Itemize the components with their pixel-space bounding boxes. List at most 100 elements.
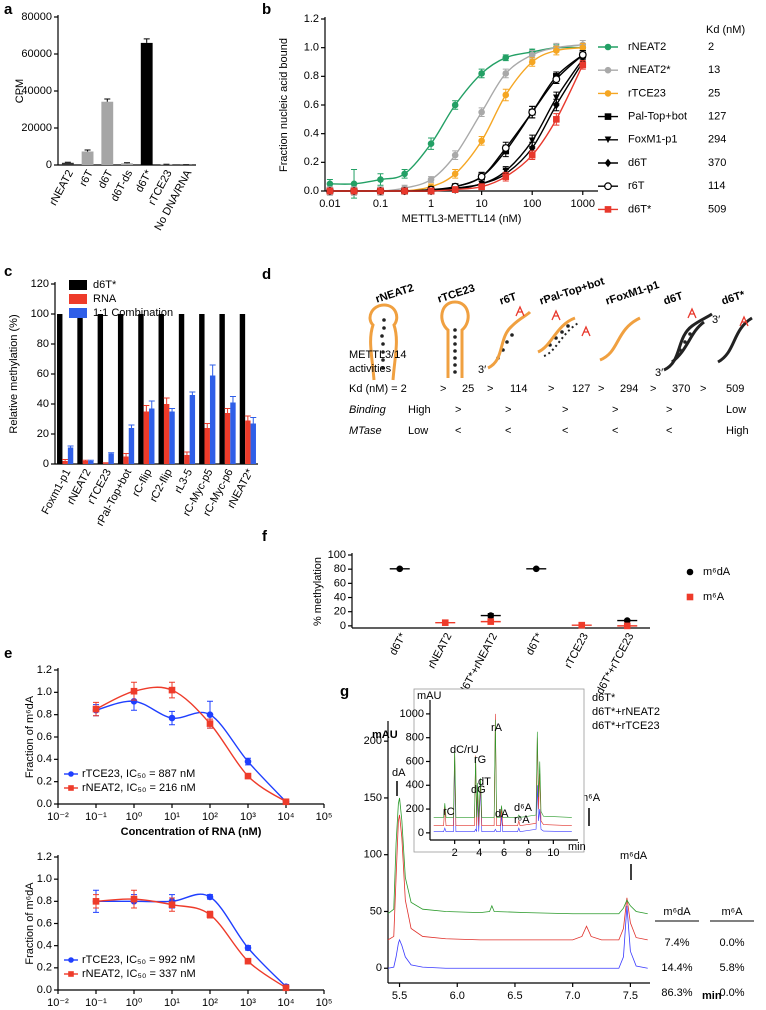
bar [209, 375, 216, 464]
bar [149, 408, 155, 464]
legend-swatch [69, 294, 87, 304]
marker [206, 911, 214, 918]
error-bar [108, 452, 115, 454]
diagram-cell: 294 [620, 383, 638, 395]
panel-letter: a [4, 1, 13, 18]
panel-letter: g [340, 683, 349, 700]
legend-label: rNEAT2 [628, 41, 666, 53]
x-tick-label: 10⁻¹ [85, 997, 107, 1009]
y-axis-label: Relative methylation (%) [8, 314, 20, 433]
legend-swatch [69, 280, 87, 290]
inset-peak-label: r⁶A [514, 814, 530, 826]
x-tick-label: 10³ [240, 811, 256, 823]
legend-label: d6T [628, 157, 647, 169]
marker [604, 113, 612, 120]
bar [184, 455, 190, 464]
legend-label: 1:1 Combination [93, 307, 173, 319]
inset-peak-label: dA [495, 808, 509, 820]
marker [579, 61, 587, 69]
marker [578, 50, 587, 59]
marker [68, 771, 74, 777]
diagram-cell: 25 [462, 383, 474, 395]
marker [528, 58, 536, 66]
peak-label: dA [392, 767, 406, 779]
legend-label: rTCE23 [628, 87, 666, 99]
legend-kd: 294 [708, 134, 726, 146]
marker [478, 108, 485, 116]
marker [604, 136, 612, 144]
y-tick-label: 0 [43, 458, 49, 470]
marker [604, 158, 612, 168]
x-tick-label: 10³ [240, 997, 256, 1009]
table-cell: 5.8% [719, 962, 744, 974]
legend-label: d6T*+rNEAT2 [592, 706, 660, 718]
marker [487, 618, 495, 625]
error-bar [189, 391, 196, 395]
y-tick-label: 80 [334, 563, 346, 575]
dna-strand [717, 316, 753, 364]
x-tick-label: r6T [77, 168, 95, 188]
bar [57, 314, 63, 464]
diagram-cell: > [598, 383, 604, 395]
y-tick-label: 20000 [21, 122, 52, 134]
legend-header: Kd (nM) [706, 24, 745, 36]
marker [623, 617, 631, 624]
marker [686, 568, 694, 576]
x-tick-label: 10⁻² [47, 997, 69, 1009]
x-tick-label: d6T*+rTCE23 [594, 631, 636, 696]
error-bar [224, 408, 231, 413]
error-bar [84, 149, 91, 152]
x-tick-label: d6T*+rNEAT2 [457, 631, 500, 697]
marker [553, 94, 560, 102]
marker [68, 957, 74, 963]
y-tick-label: 80000 [21, 11, 52, 23]
x-tick-label: 2 [452, 847, 458, 859]
x-tick-label: 10¹ [164, 997, 180, 1009]
activity-label: activities [349, 363, 392, 375]
marker [604, 66, 612, 74]
legend-label: rTCE23, IC₅₀ = 992 nM [82, 954, 195, 966]
y-tick-label: 0.6 [37, 917, 52, 929]
y-tick-label: 0.2 [37, 776, 52, 788]
marker [244, 957, 252, 965]
table-header: m⁶A [721, 906, 743, 918]
inset-peak-label: rC [443, 806, 455, 818]
bar [219, 314, 225, 464]
marker [451, 170, 459, 178]
legend-label: rTCE23, IC₅₀ = 887 nM [82, 768, 195, 780]
marker [686, 593, 694, 601]
bar [163, 404, 170, 464]
diagram-cell: MTase [349, 425, 382, 437]
peak-label: m⁶dA [620, 850, 648, 862]
marker [282, 798, 290, 806]
marker [552, 75, 561, 84]
legend-kd: 25 [708, 87, 720, 99]
marker [502, 173, 510, 180]
x-axis-label: METTL3-METTL14 (nM) [402, 213, 522, 225]
panel-letter: d [262, 266, 271, 283]
legend-label: rNEAT2, IC₅₀ = 216 nM [82, 782, 196, 794]
diagram-cell: < [562, 425, 568, 437]
table-cell: 0.0% [719, 987, 744, 999]
error-bar [62, 459, 69, 461]
marker [350, 180, 358, 188]
marker [401, 170, 408, 178]
legend-label: rNEAT2* [628, 64, 671, 76]
marker [206, 720, 214, 727]
marker [206, 711, 214, 718]
molecule-label: rNEAT2 [374, 282, 415, 306]
y-tick-label: 60 [37, 368, 49, 380]
y-tick-label: 800 [406, 732, 424, 744]
marker [532, 565, 540, 573]
y-tick-label: 600 [406, 755, 424, 767]
diagram-cell: 370 [672, 383, 690, 395]
bar [88, 461, 94, 464]
x-tick-label: 4 [476, 847, 482, 859]
y-tick-label: 150 [364, 792, 382, 804]
marker [427, 187, 435, 195]
marker [92, 898, 100, 905]
x-tick-label: 10 [547, 847, 559, 859]
y-tick-label: 0.4 [37, 940, 52, 952]
bar [121, 163, 133, 165]
y-tick-label: 0.0 [37, 984, 52, 996]
